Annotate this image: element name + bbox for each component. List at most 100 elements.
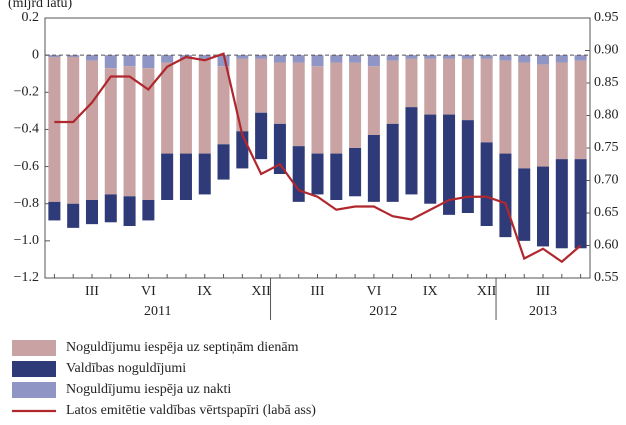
bar: [161, 55, 174, 63]
bar: [217, 55, 230, 67]
bar: [555, 159, 568, 249]
bar: [104, 194, 117, 223]
bar: [537, 55, 550, 65]
bar: [311, 153, 324, 195]
bar: [537, 166, 550, 247]
y-tick-label: −0.6: [14, 159, 39, 174]
bar: [292, 146, 305, 202]
bar: [273, 123, 286, 174]
bar: [555, 62, 568, 160]
bar: [123, 66, 136, 197]
bar: [179, 153, 192, 200]
y-tick-label: 0.2: [22, 10, 40, 25]
legend-label: Noguldījumu iespēja uz septiņām dienām: [66, 340, 299, 355]
bar: [48, 55, 61, 57]
x-tick-label: III: [311, 284, 325, 299]
x-tick-label: VI: [141, 284, 156, 299]
bar: [198, 58, 211, 154]
x-tick-label: III: [85, 284, 99, 299]
bar: [236, 58, 249, 132]
year-label: 2012: [369, 304, 397, 319]
x-tick-label: VI: [366, 284, 381, 299]
chart-subtitle: (mljrd latu): [8, 0, 72, 11]
x-tick-label: IX: [423, 284, 438, 299]
year-label: 2011: [144, 304, 171, 319]
bar: [161, 62, 174, 154]
bar: [273, 62, 286, 124]
y-tick-label: −1.0: [14, 233, 39, 248]
bar: [405, 55, 418, 59]
bar: [574, 55, 587, 61]
x-tick-label: III: [536, 284, 550, 299]
y-tick-label: −1.2: [14, 270, 39, 285]
bar: [330, 62, 343, 154]
bar: [236, 55, 249, 59]
line: [54, 52, 582, 264]
y2-tick-label: 0.70: [594, 173, 619, 188]
year-label: 2013: [529, 304, 557, 319]
bar: [518, 168, 531, 241]
bar: [292, 62, 305, 147]
bar: [443, 55, 456, 59]
y2-tick-label: 0.90: [594, 43, 619, 58]
bar: [142, 68, 155, 201]
bar: [424, 114, 437, 204]
bar: [480, 142, 493, 226]
legend-swatch: [12, 340, 56, 356]
bar: [461, 120, 474, 213]
x-tick-label: XII: [251, 284, 271, 299]
bar: [386, 60, 399, 124]
bar: [499, 153, 512, 238]
y2-tick-label: 0.85: [594, 75, 619, 90]
bar: [386, 55, 399, 61]
bar: [367, 55, 380, 67]
y-tick-label: −0.8: [14, 196, 39, 211]
y2-tick-label: 0.55: [594, 270, 619, 285]
bar: [330, 153, 343, 200]
bar: [367, 135, 380, 202]
x-tick-label: XII: [477, 284, 497, 299]
bar: [349, 62, 362, 149]
legend-label: Valdības noguldījumi: [66, 361, 186, 376]
bar: [67, 55, 80, 57]
bar: [555, 55, 568, 63]
bar: [198, 55, 211, 59]
bar: [424, 58, 437, 115]
bar: [48, 201, 61, 221]
bar: [123, 55, 136, 67]
bar: [424, 55, 437, 59]
bar: [67, 57, 80, 204]
bar: [574, 159, 587, 249]
y-tick-label: −0.4: [14, 122, 39, 137]
bar: [104, 68, 117, 195]
bar: [255, 55, 268, 59]
legend-swatch: [12, 382, 56, 398]
bar: [85, 55, 98, 61]
bar: [537, 64, 550, 167]
bar: [461, 55, 474, 59]
bar: [123, 196, 136, 226]
bar: [142, 200, 155, 221]
x-tick-label: IX: [197, 284, 212, 299]
bar: [217, 66, 230, 145]
bar: [311, 66, 324, 154]
bar: [67, 203, 80, 228]
legend-swatch: [12, 361, 56, 377]
y2-tick-label: 0.60: [594, 238, 619, 253]
bar: [48, 57, 61, 202]
bar: [217, 144, 230, 180]
bar: [104, 55, 117, 69]
y-tick-label: 0: [32, 47, 39, 62]
bar: [443, 58, 456, 115]
bar: [142, 55, 155, 69]
bar: [161, 153, 174, 200]
bar: [367, 66, 380, 135]
bar: [461, 58, 474, 121]
bar: [405, 58, 418, 108]
bar: [499, 60, 512, 154]
bar: [85, 200, 98, 225]
bar: [480, 58, 493, 143]
legend-label: Latos emitētie valdības vērtspapīri (lab…: [66, 403, 316, 418]
bar: [499, 55, 512, 61]
